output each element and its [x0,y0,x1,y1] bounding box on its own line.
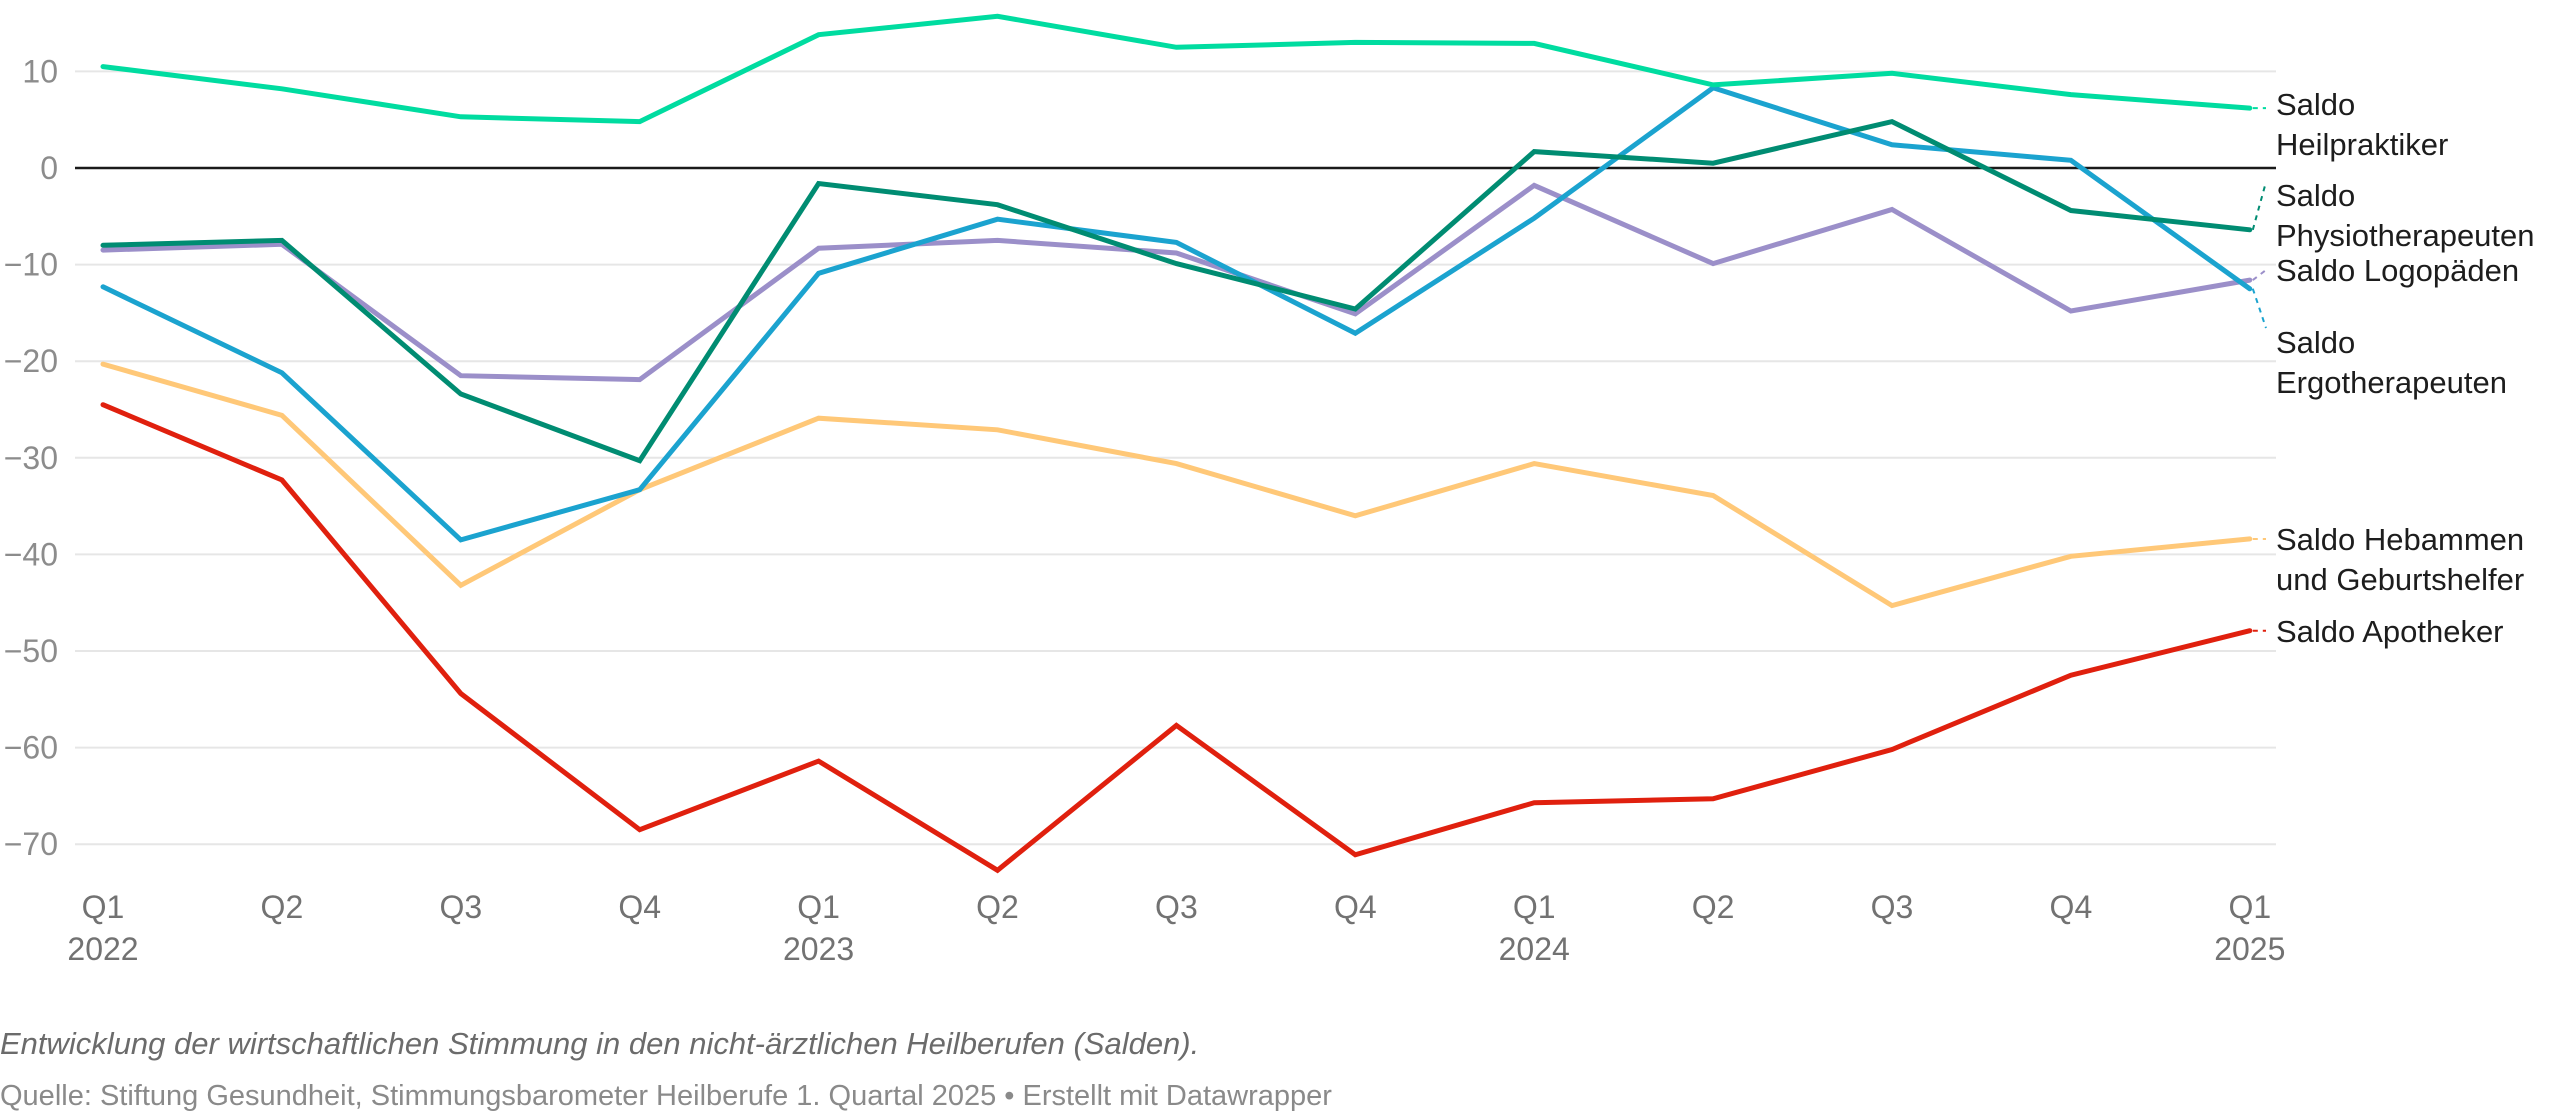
y-tick-label: −50 [4,633,58,669]
x-tick-label: Q3 [1871,889,1914,925]
y-axis-ticks: 10 0 −10 −20 −30 −40 −50 −60 −70 [4,53,58,862]
series-label-line: Heilpraktiker [2276,127,2448,162]
series-line [100,182,2253,383]
series-label: Saldo Apotheker [2276,614,2504,649]
series-label: Saldo Logopäden [2276,253,2519,288]
x-tick-label: Q3 [1155,889,1198,925]
x-tick-label: Q1 [797,889,840,925]
series-label-line: Physiotherapeuten [2276,218,2535,253]
series-label-line: Saldo [2276,325,2355,360]
series-line [100,402,2253,874]
chart-caption: Entwicklung der wirtschaftlichen Stimmun… [0,1026,1200,1061]
series-label-line: und Geburtshelfer [2276,562,2524,597]
label-leader-line [2252,269,2267,281]
x-tick-label: Q4 [618,889,661,925]
series-line [100,361,2253,609]
series-label-line: Saldo Logopäden [2276,253,2519,288]
x-tick-year-label: 2023 [783,931,854,967]
y-tick-label: 10 [22,53,58,89]
y-tick-label: −40 [4,536,58,572]
series-label: Saldo Heilpraktiker [2276,87,2448,162]
y-tick-label: 0 [40,150,58,186]
x-tick-label: Q1 [1513,889,1556,925]
series-line [100,118,2253,464]
x-tick-year-label: 2025 [2214,931,2285,967]
label-leader-line [2251,288,2267,329]
x-tick-label: Q1 [82,889,125,925]
y-tick-label: −20 [4,343,58,379]
series-label-line: Saldo Apotheker [2276,614,2504,649]
x-tick-label: Q2 [976,889,1019,925]
y-tick-label: −60 [4,730,58,766]
series-label-line: Saldo Hebammen [2276,522,2524,557]
x-tick-label: Q2 [261,889,304,925]
series-label: Saldo Ergotherapeuten [2276,325,2507,400]
series-label-line: Saldo [2276,178,2355,213]
series-line [100,13,2253,125]
x-tick-year-label: 2022 [67,931,138,967]
x-tick-label: Q3 [439,889,482,925]
x-tick-year-label: 2024 [1499,931,1570,967]
x-tick-label: Q4 [1334,889,1377,925]
chart-source: Quelle: Stiftung Gesundheit, Stimmungsba… [0,1080,1332,1112]
series-lines [100,13,2253,874]
series-line [100,85,2253,543]
series-label: Saldo Hebammen und Geburtshelfer [2276,522,2524,597]
series-labels: Saldo Heilpraktiker Saldo Physiotherapeuten… [2251,87,2535,649]
x-tick-label: Q4 [2050,889,2093,925]
line-chart: 10 0 −10 −20 −30 −40 −50 −60 −70 Q1 2022 Q2 Q3 Q4 Q1 2… [4,13,2535,967]
y-tick-label: −30 [4,440,58,476]
x-tick-label: Q1 [2228,889,2271,925]
x-tick-label: Q2 [1692,889,1735,925]
y-tick-label: −10 [4,247,58,283]
series-label-line: Saldo [2276,87,2355,122]
label-leader-line [2251,181,2267,231]
series-label: Saldo Physiotherapeuten [2276,178,2535,253]
series-label-line: Ergotherapeuten [2276,365,2507,400]
x-axis-ticks: Q1 2022 Q2 Q3 Q4 Q1 2023 Q2 Q3 Q4 Q1 2024 Q2 Q3 Q4 Q1 20… [67,889,2285,967]
y-tick-label: −70 [4,826,58,862]
